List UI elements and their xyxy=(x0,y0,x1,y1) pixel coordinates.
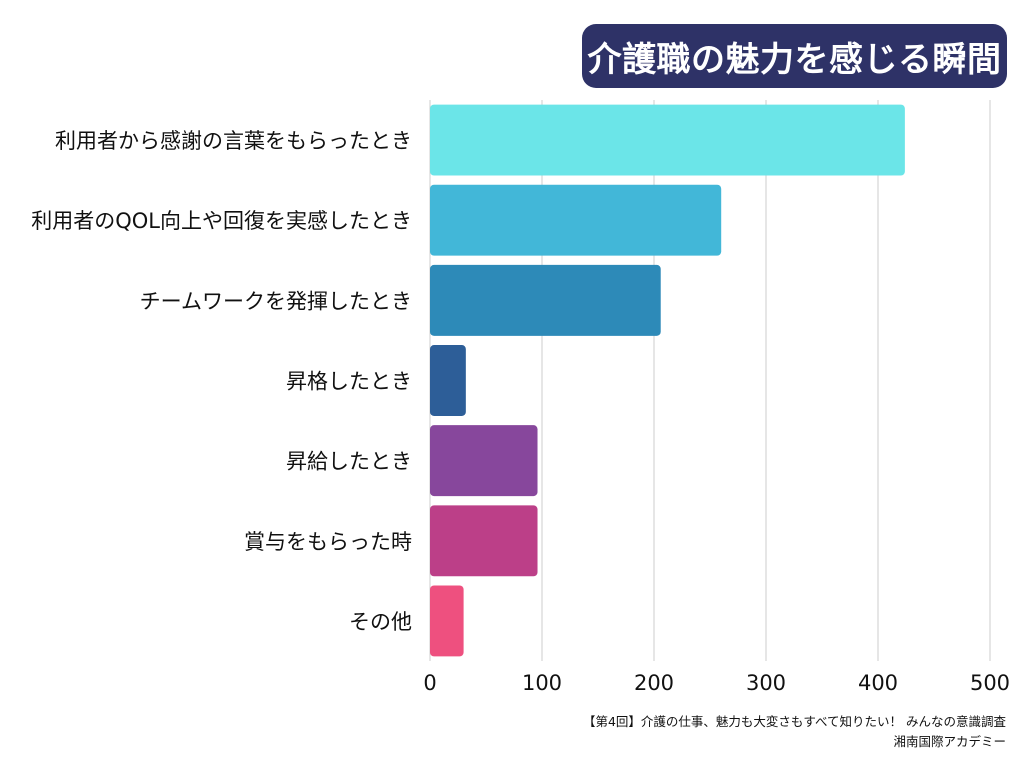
category-label: 利用者のQOL向上や回復を実感したとき xyxy=(31,209,412,233)
category-label: チームワークを発揮したとき xyxy=(140,289,412,313)
bars xyxy=(430,104,905,657)
x-tick-label: 300 xyxy=(746,671,786,695)
chart-title-box: 介護職の魅力を感じる瞬間 xyxy=(582,24,1007,88)
chart-title: 介護職の魅力を感じる瞬間 xyxy=(587,39,1002,80)
bar-4 xyxy=(430,345,466,416)
category-label: その他 xyxy=(349,610,412,634)
bar-3 xyxy=(430,264,661,336)
gridlines xyxy=(429,100,991,661)
category-label: 昇給したとき xyxy=(286,450,412,474)
x-axis-tick-labels: 0 100 200 300 400 500 xyxy=(423,671,1010,695)
bar-1 xyxy=(430,104,905,176)
x-tick-label: 200 xyxy=(634,671,674,695)
x-tick-label: 0 xyxy=(423,671,436,695)
source-caption: 【第4回】介護の仕事、魅力も大変さもすべて知りたい！ みんなの意識調査 湘南国際… xyxy=(583,712,1006,752)
x-tick-label: 400 xyxy=(858,671,898,695)
category-label: 昇格したとき xyxy=(286,370,412,394)
category-labels: 利用者から感謝の言葉をもらったとき利用者のQOL向上や回復を実感したときチームワ… xyxy=(31,129,412,634)
category-label: 利用者から感謝の言葉をもらったとき xyxy=(55,129,412,153)
x-tick-label: 100 xyxy=(522,671,562,695)
source-survey-title: 【第4回】介護の仕事、魅力も大変さもすべて知りたい！ みんなの意識調査 xyxy=(582,714,1006,729)
bar-7 xyxy=(430,585,464,657)
x-tick-label: 500 xyxy=(970,671,1010,695)
bar-2 xyxy=(430,184,722,256)
bar-6 xyxy=(430,505,538,577)
category-label: 賞与をもらった時 xyxy=(244,530,412,554)
source-organization: 湘南国際アカデミー xyxy=(893,734,1006,749)
bar-5 xyxy=(430,425,538,497)
